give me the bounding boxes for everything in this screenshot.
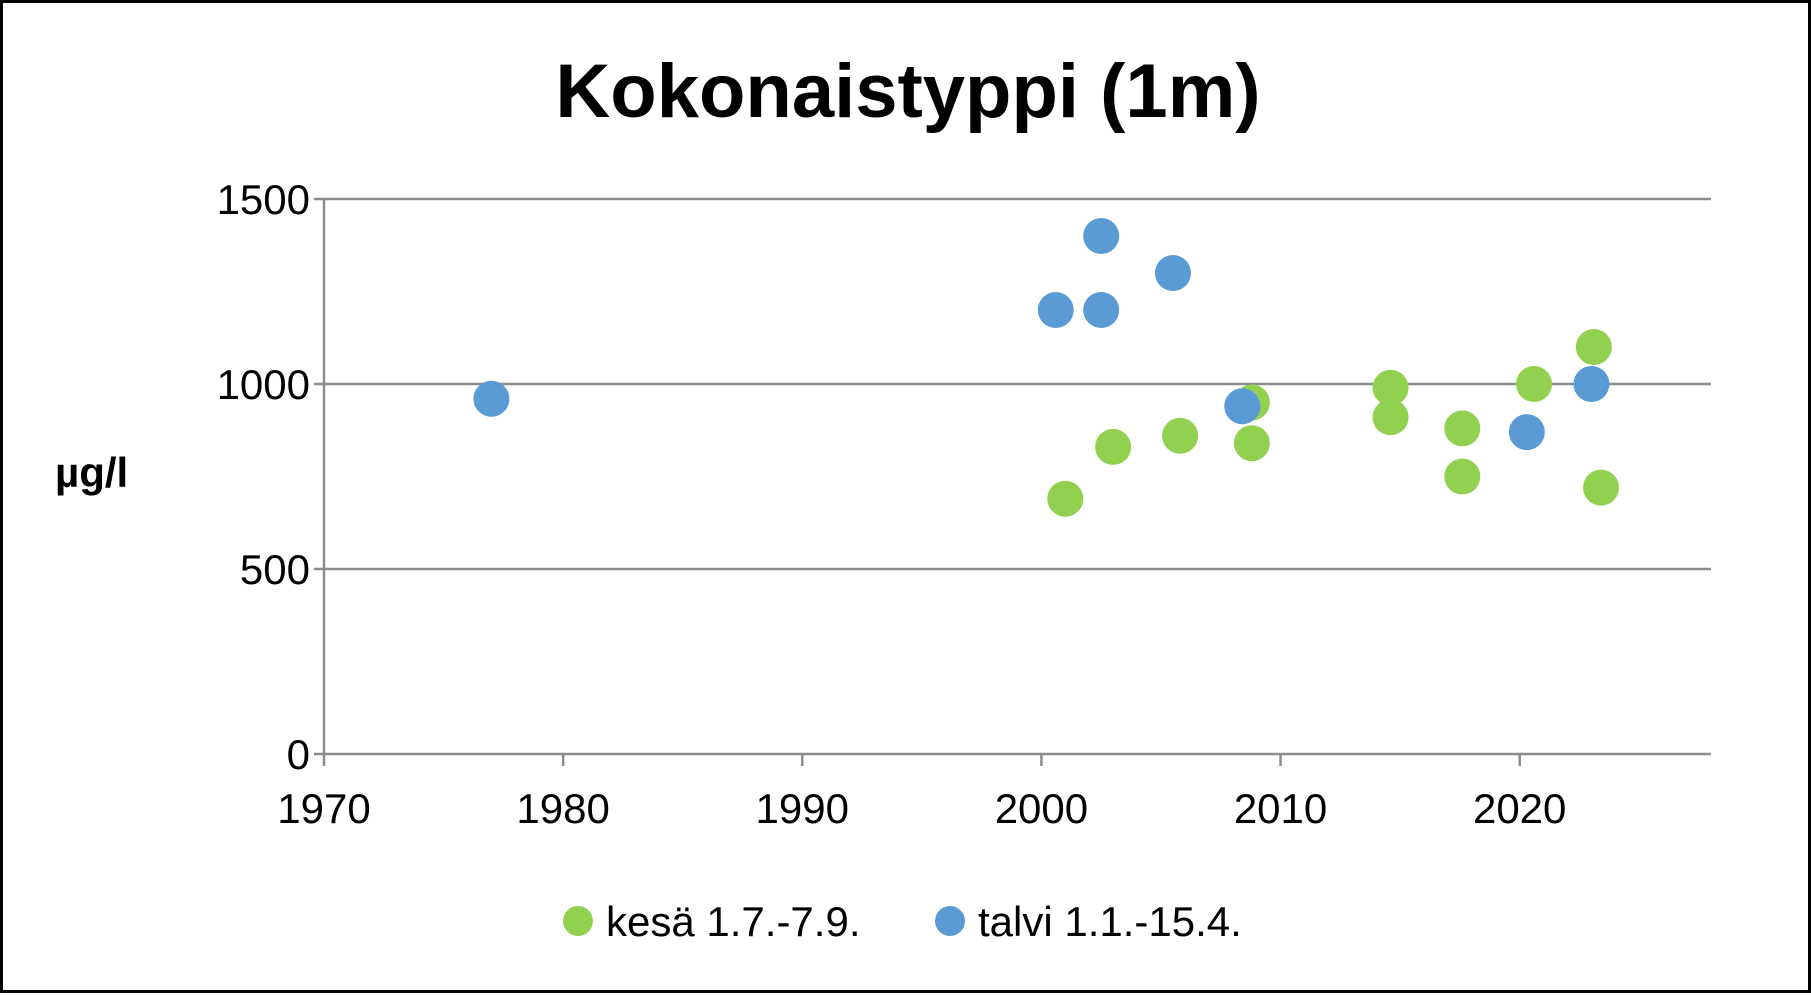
- point-talvi: [1037, 292, 1074, 328]
- legend-marker: [935, 906, 965, 936]
- point-kesa: [1233, 425, 1270, 462]
- tick-labels: 0 500 1000 1500 1970 1980 1990 2000 2010 2020: [217, 176, 1567, 832]
- point-kesa: [1162, 417, 1199, 454]
- point-kesa: [1444, 458, 1481, 495]
- point-kesa: [1372, 369, 1409, 406]
- point-talvi: [1083, 292, 1120, 328]
- point-talvi: [1083, 218, 1120, 254]
- data-points: [473, 218, 1619, 517]
- point-kesa: [1582, 469, 1619, 506]
- point-kesa: [1575, 329, 1612, 365]
- x-tick-label: 1990: [756, 785, 849, 832]
- legend-marker: [563, 906, 593, 936]
- point-talvi: [1508, 414, 1545, 451]
- x-tick-label: 2010: [1234, 785, 1327, 832]
- y-tick-label: 0: [287, 731, 310, 778]
- x-tick-label: 2000: [995, 785, 1088, 832]
- legend-label: kesä 1.7.-7.9.: [606, 898, 860, 945]
- y-axis-label: µg/l: [55, 449, 128, 496]
- point-kesa: [1444, 410, 1481, 447]
- chart-svg: Kokonaistyppi (1m) 0 500 1000 1500 1970 1980 1…: [55, 49, 1711, 945]
- y-tick-label: 1500: [217, 176, 310, 223]
- point-talvi: [1573, 366, 1610, 402]
- chart-title: Kokonaistyppi (1m): [555, 49, 1260, 134]
- point-kesa: [1372, 399, 1409, 436]
- x-tick-label: 2020: [1473, 785, 1566, 832]
- y-tick-label: 500: [240, 546, 310, 593]
- point-talvi: [473, 380, 510, 417]
- x-tick-label: 1980: [516, 785, 609, 832]
- legend: kesä 1.7.-7.9. talvi 1.1.-15.4.: [563, 898, 1242, 945]
- y-tick-label: 1000: [217, 361, 310, 408]
- axes: [314, 197, 1711, 766]
- x-tick-label: 1970: [277, 785, 370, 832]
- gridlines: [324, 197, 1711, 571]
- point-kesa: [1516, 366, 1553, 402]
- point-talvi: [1154, 255, 1191, 291]
- point-talvi: [1224, 388, 1261, 425]
- legend-label: talvi 1.1.-15.4.: [978, 898, 1242, 945]
- point-kesa: [1095, 428, 1132, 465]
- point-kesa: [1047, 480, 1084, 517]
